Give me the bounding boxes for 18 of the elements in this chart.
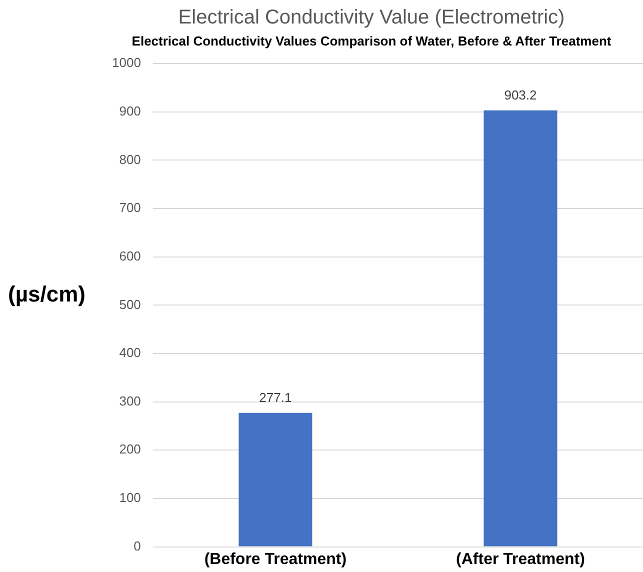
y-tick-label: 300: [119, 393, 141, 408]
y-tick-label: 1000: [112, 55, 141, 70]
chart-title: Electrical Conductivity Value (Electrometric): [178, 6, 565, 29]
y-tick-label: 700: [119, 200, 141, 216]
y-tick-label: 600: [119, 248, 141, 264]
x-tick-label: (Before Treatment): [204, 550, 347, 568]
x-tick-label: (After Treatment): [456, 550, 585, 568]
y-tick-label: 900: [119, 104, 141, 118]
data-label: 277.1: [259, 390, 292, 405]
y-tick-label: 0: [134, 538, 141, 554]
chart-subtitle: Electrical Conductivity Values Comparison of Water, Before & After Treatment: [132, 33, 612, 48]
y-tick-label: 200: [119, 442, 141, 457]
y-axis-title: (µs/cm): [8, 281, 86, 306]
data-label: 903.2: [504, 87, 537, 102]
y-tick-label: 100: [119, 490, 141, 506]
y-tick-label: 500: [119, 296, 141, 312]
y-tick-label: 800: [119, 152, 141, 167]
y-tick-label: 400: [119, 345, 141, 360]
